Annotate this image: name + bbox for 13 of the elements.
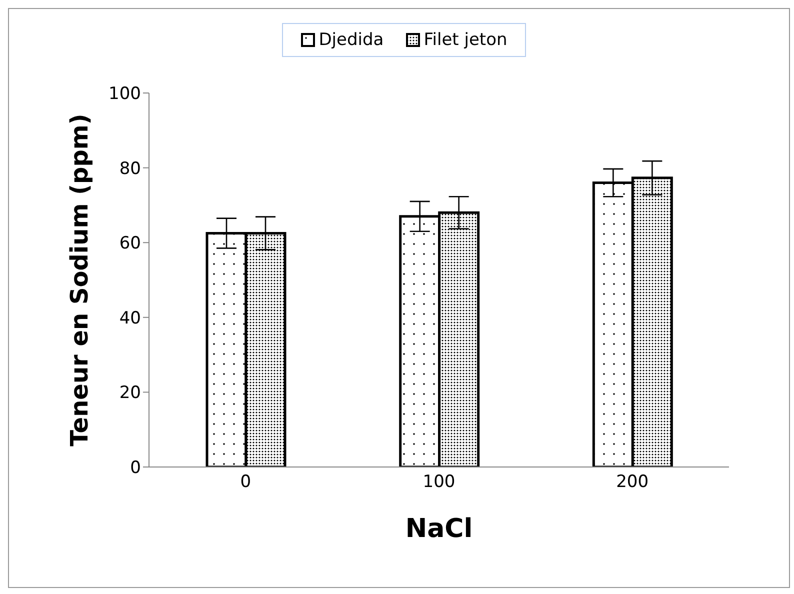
x-tick-label: 0 xyxy=(240,472,252,492)
x-tick-label: 200 xyxy=(616,472,649,492)
x-tick-label: 100 xyxy=(422,472,456,492)
y-tick-label: 40 xyxy=(119,308,141,328)
y-tick-label: 80 xyxy=(119,158,141,179)
legend-label: Filet jeton xyxy=(424,30,508,50)
y-tick-label: 0 xyxy=(130,458,141,478)
x-axis-title: NaCl xyxy=(405,514,473,544)
legend-label: Djedida xyxy=(318,30,384,50)
y-axis-title: Teneur en Sodium (ppm) xyxy=(66,114,94,446)
y-tick-label: 20 xyxy=(119,383,141,404)
y-tick-label: 60 xyxy=(119,234,141,254)
y-tick-label: 100 xyxy=(108,84,141,104)
